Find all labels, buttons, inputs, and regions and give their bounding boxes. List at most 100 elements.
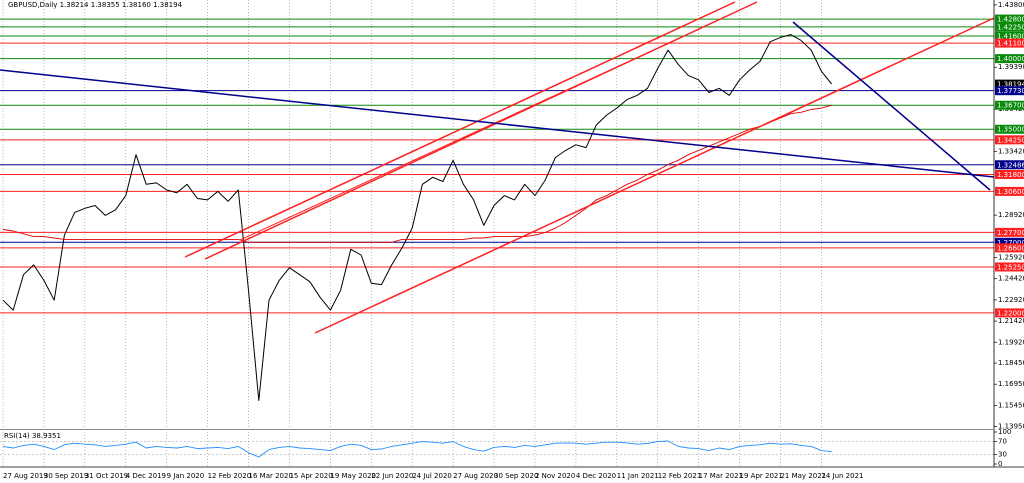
- level-marker: 1.30600: [995, 186, 1024, 196]
- y-tick-label: 1.16950: [998, 380, 1024, 388]
- level-marker: 1.22000: [995, 308, 1024, 318]
- x-tick-label: 16 Mar 2020: [249, 472, 293, 480]
- level-label: 1.36700: [997, 102, 1024, 110]
- plot: [0, 18, 994, 458]
- channel-line: [239, 37, 681, 241]
- y-tick-label: 1.21420: [998, 317, 1024, 325]
- level-label: 1.27700: [997, 229, 1024, 237]
- x-tick-label: 17 Mar 2021: [699, 472, 743, 480]
- level-label-bg: [995, 22, 1024, 32]
- level-label: 1.27000: [997, 239, 1024, 247]
- rsi-tick-label: 70: [998, 438, 1007, 446]
- level-label-bg: [995, 100, 1024, 110]
- level-label: 1.40000: [997, 55, 1024, 63]
- x-tick-label: 30 Sep 2019: [44, 472, 88, 480]
- level-label-bg: [995, 186, 1024, 196]
- level-marker: 1.41100: [995, 38, 1024, 48]
- level-label: 1.41600: [997, 33, 1024, 41]
- x-tick-label: 9 Jan 2020: [167, 472, 205, 480]
- y-tick-label: 1.22920: [998, 296, 1024, 304]
- rsi-tick-label: 100: [998, 428, 1011, 436]
- x-tick-label: 24 Jul 2020: [412, 472, 452, 480]
- grid: [0, 0, 994, 467]
- level-label: 1.35000: [997, 126, 1024, 134]
- level-label-bg: [995, 237, 1024, 247]
- x-tick-label: 12 Feb 2020: [208, 472, 252, 480]
- level-label-bg: [995, 243, 1024, 253]
- x-tick-label: 15 Apr 2020: [289, 472, 332, 480]
- x-tick-label: 2 Nov 2020: [535, 472, 575, 480]
- rsi-tick-label: 0: [998, 460, 1002, 468]
- price-line: [2, 104, 832, 243]
- level-marker: 1.26600: [995, 243, 1024, 253]
- rsi-title: RSI(14) 38.9351: [4, 432, 61, 440]
- level-label-bg: [995, 38, 1024, 48]
- rsi-tick-label: 30: [998, 450, 1007, 458]
- level-marker: 1.37730: [995, 86, 1024, 96]
- level-label-bg: [995, 14, 1024, 24]
- level-marker: 1.31800: [995, 169, 1024, 179]
- y-tick-label: 1.18450: [998, 359, 1024, 367]
- x-tick-label: 12 Feb 2021: [658, 472, 702, 480]
- level-label-bg: [995, 227, 1024, 237]
- chart-title: GBPUSD,Daily 1.38214 1.38355 1.38160 1.3…: [8, 1, 183, 9]
- x-tick-label: 4 Dec 2020: [576, 472, 616, 480]
- level-label-bg: [995, 169, 1024, 179]
- level-label: 1.42800: [997, 16, 1024, 24]
- x-tick-label: 19 May 2020: [330, 472, 376, 480]
- y-tick-label: 1.33420: [998, 148, 1024, 156]
- level-marker: 1.25250: [995, 262, 1024, 272]
- x-tick-label: 27 Aug 2019: [3, 472, 48, 480]
- y-tick-label: 1.28920: [998, 211, 1024, 219]
- x-tick-label: 11 Jan 2021: [617, 472, 659, 480]
- level-marker: 1.35000: [995, 124, 1024, 134]
- level-label: 1.32486: [997, 161, 1024, 169]
- level-marker: 1.34250: [995, 135, 1024, 145]
- trend-lines: [0, 1, 995, 334]
- support-line: [314, 17, 995, 334]
- trend-line: [792, 21, 991, 191]
- level-label-bg: [995, 308, 1024, 318]
- level-label-bg: [995, 86, 1024, 96]
- y-tick-label: 1.19920: [998, 338, 1024, 346]
- level-label-bg: [995, 262, 1024, 272]
- y-tick-label: 1.15450: [998, 401, 1024, 409]
- level-label-bg: [995, 124, 1024, 134]
- price-line: [2, 34, 832, 401]
- level-label: 1.25250: [997, 263, 1024, 271]
- level-label: 1.41100: [997, 40, 1024, 48]
- level-label: 1.42250: [997, 23, 1024, 31]
- channel-line: [184, 1, 736, 258]
- x-tick-label: 22 Jun 2020: [371, 472, 413, 480]
- x-tick-label: 31 Oct 2019: [85, 472, 128, 480]
- trend-line: [0, 69, 995, 178]
- level-label: 1.30600: [997, 188, 1024, 196]
- level-marker: 1.38194: [995, 79, 1024, 89]
- x-tick-label: 21 May 2021: [780, 472, 826, 480]
- level-label-bg: [995, 135, 1024, 145]
- level-label: 1.34250: [997, 136, 1024, 144]
- level-label-bg: [995, 79, 1024, 89]
- level-marker: 1.32486: [995, 160, 1024, 170]
- level-marker: 1.27700: [995, 227, 1024, 237]
- level-marker: 1.42800: [995, 14, 1024, 24]
- level-label-bg: [995, 54, 1024, 64]
- level-marker: 1.40000: [995, 54, 1024, 64]
- level-marker: 1.42250: [995, 22, 1024, 32]
- level-label-bg: [995, 31, 1024, 41]
- level-marker: 1.41600: [995, 31, 1024, 41]
- y-tick-label: 1.24420: [998, 275, 1024, 283]
- x-tick-label: 4 Dec 2019: [126, 472, 166, 480]
- level-label: 1.26600: [997, 244, 1024, 252]
- x-tick-label: 27 Aug 2020: [453, 472, 498, 480]
- price-line: [2, 440, 832, 458]
- x-tick-label: 30 Sep 2020: [494, 472, 538, 480]
- x-tick-label: 24 Jun 2021: [821, 472, 863, 480]
- level-label: 1.38194: [997, 81, 1024, 89]
- level-label-bg: [995, 160, 1024, 170]
- y-tick-label: 1.13950: [998, 423, 1024, 431]
- y-tick-label: 1.43800: [998, 1, 1024, 9]
- x-tick-label: 19 Apr 2021: [740, 472, 783, 480]
